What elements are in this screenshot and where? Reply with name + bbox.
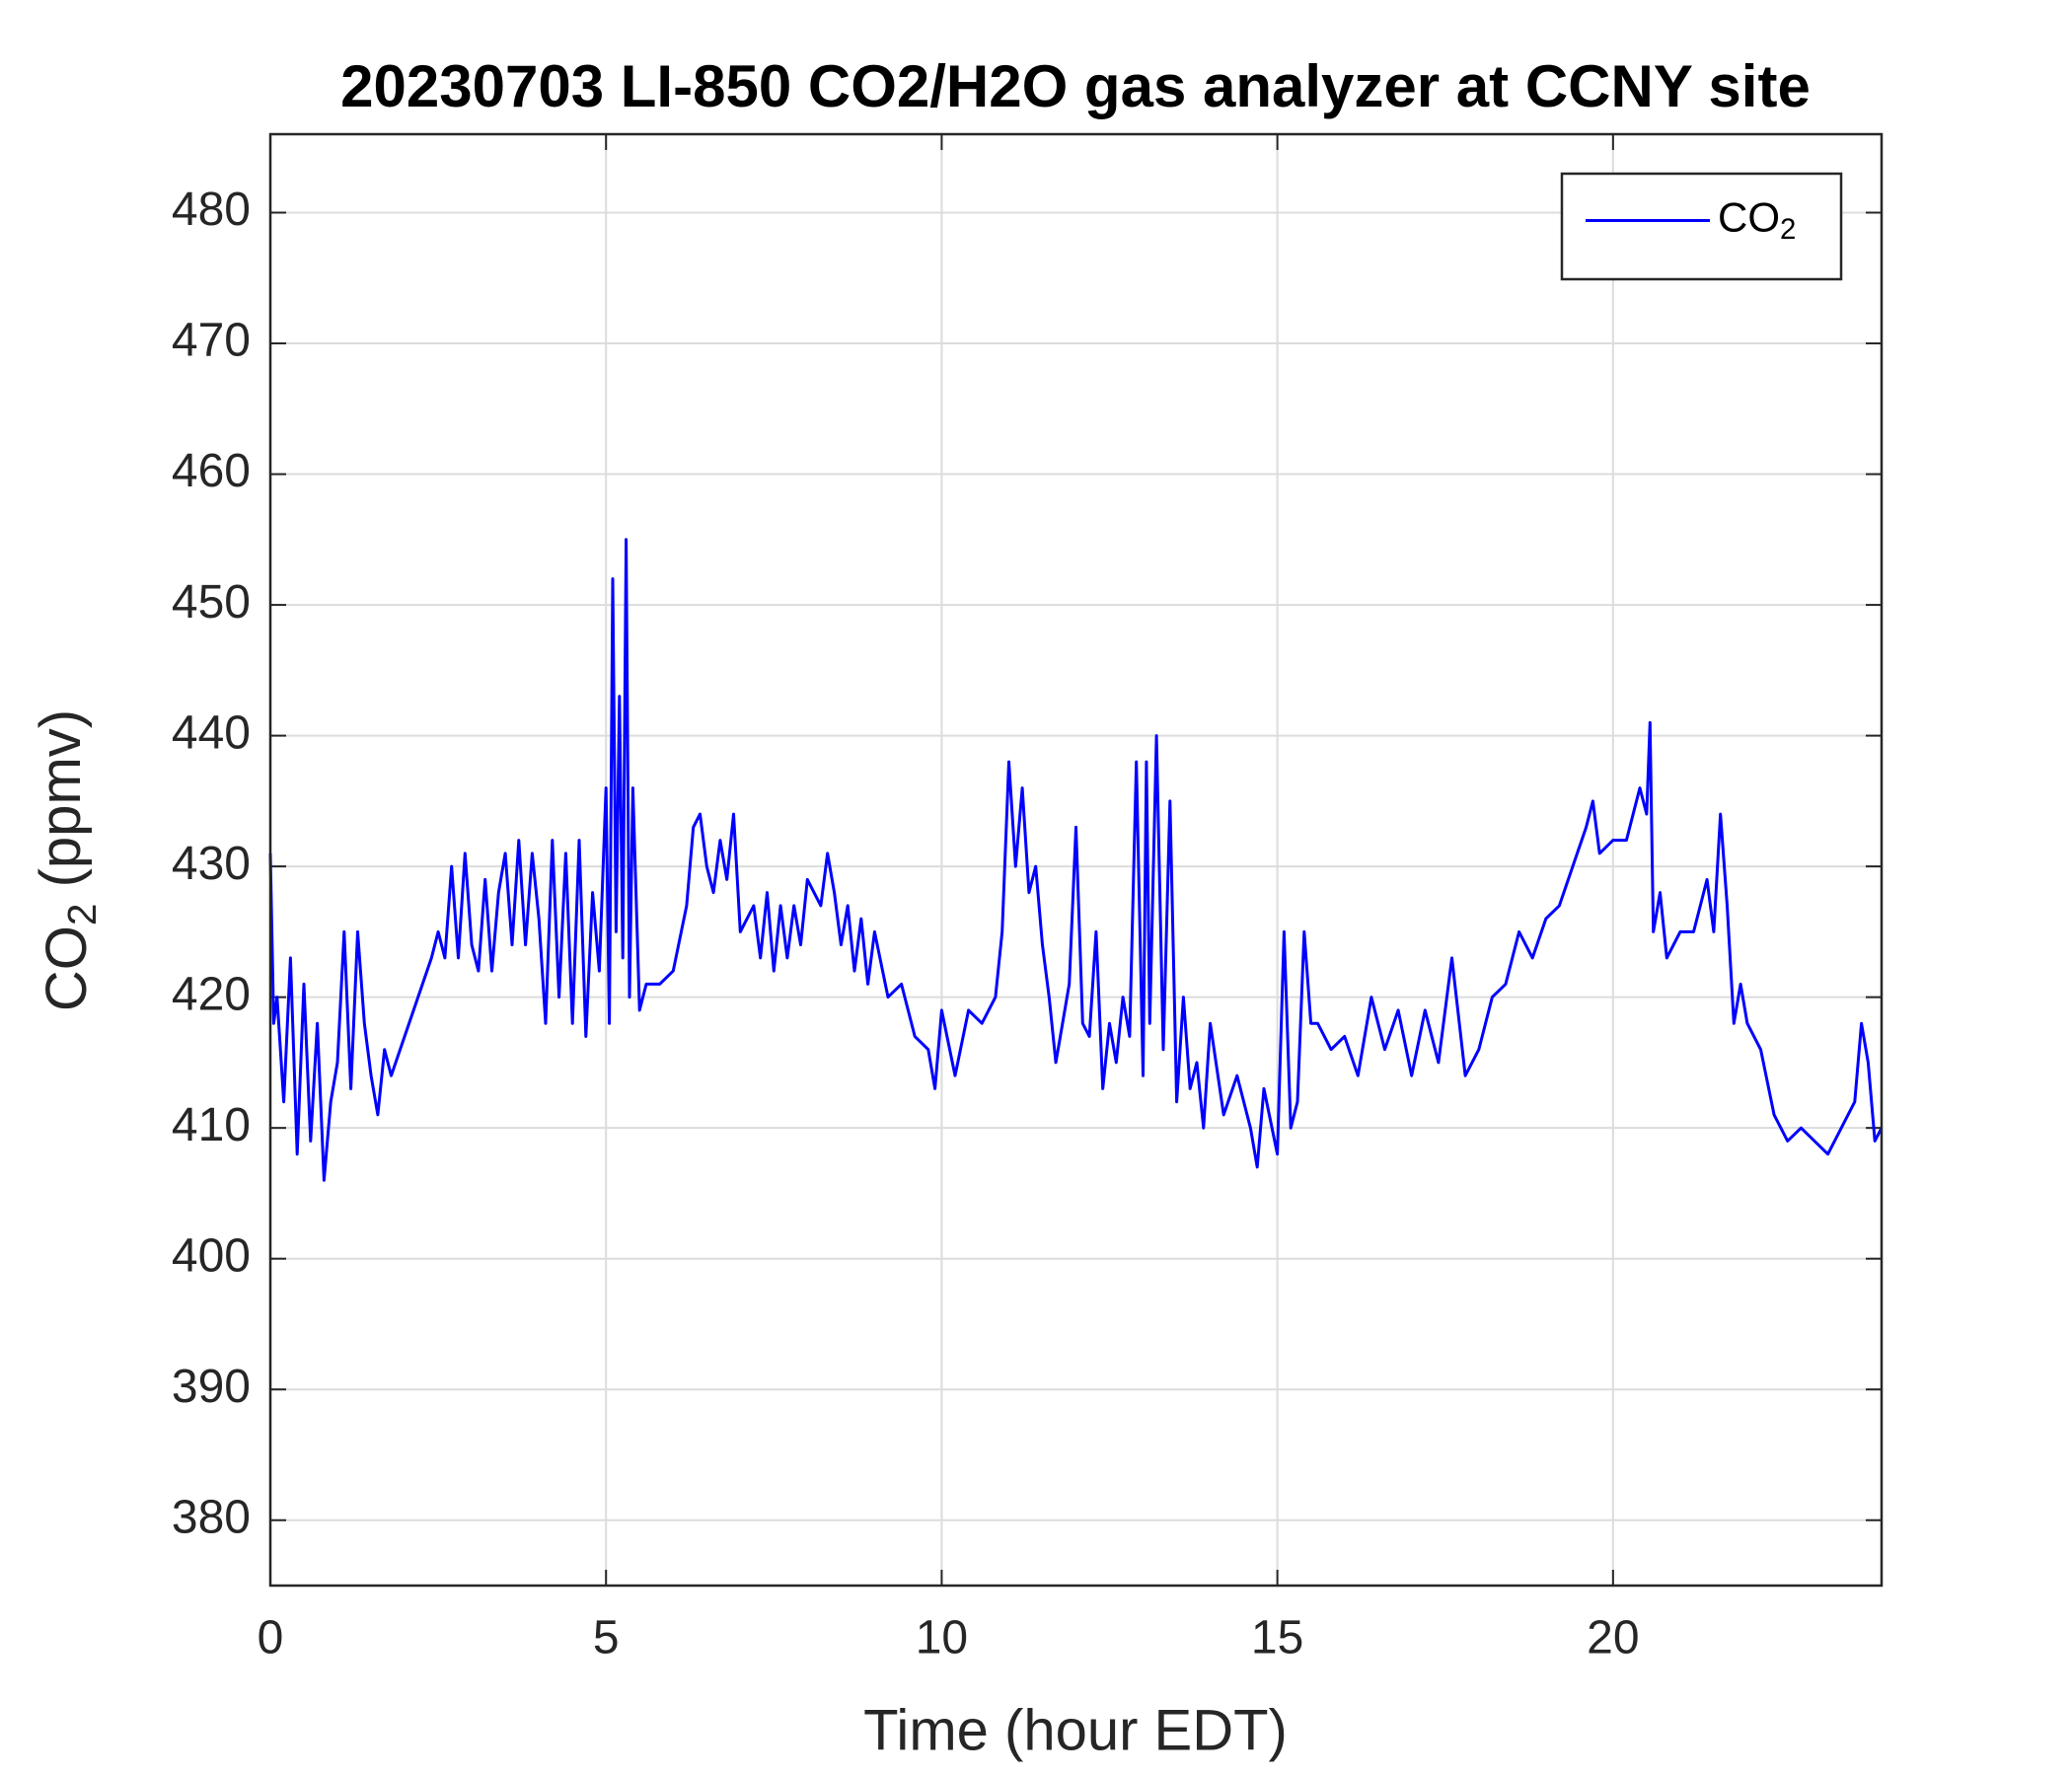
x-tick-label: 5 xyxy=(593,1612,620,1665)
y-tick-label: 420 xyxy=(172,968,251,1020)
x-tick-label: 10 xyxy=(916,1612,968,1665)
y-tick-label: 470 xyxy=(172,315,251,367)
y-tick-label: 430 xyxy=(172,838,251,890)
y-tick-label: 390 xyxy=(172,1361,251,1413)
legend-box xyxy=(1560,172,1843,281)
y-tick-label: 400 xyxy=(172,1229,251,1282)
data-line xyxy=(268,538,1884,1182)
y-tick-label: 410 xyxy=(172,1099,251,1151)
x-tick-label: 15 xyxy=(1251,1612,1303,1665)
y-tick-label: 460 xyxy=(172,445,251,497)
y-tick-label: 380 xyxy=(172,1491,251,1543)
x-axis-label: Time (hour EDT) xyxy=(863,1698,1288,1762)
axes-box xyxy=(268,132,1884,1588)
y-tick-label: 450 xyxy=(172,576,251,629)
y-tick-label: 440 xyxy=(172,706,251,759)
x-tick-label: 20 xyxy=(1587,1612,1639,1665)
chart-title: 20230703 LI-850 CO2/H2O gas analyzer at … xyxy=(340,53,1811,119)
legend-label: CO2 xyxy=(1718,194,1796,246)
y-axis-label: CO2 (ppmv) xyxy=(29,709,105,1011)
x-tick-label: 0 xyxy=(258,1612,284,1665)
y-tick-label: 480 xyxy=(172,184,251,236)
